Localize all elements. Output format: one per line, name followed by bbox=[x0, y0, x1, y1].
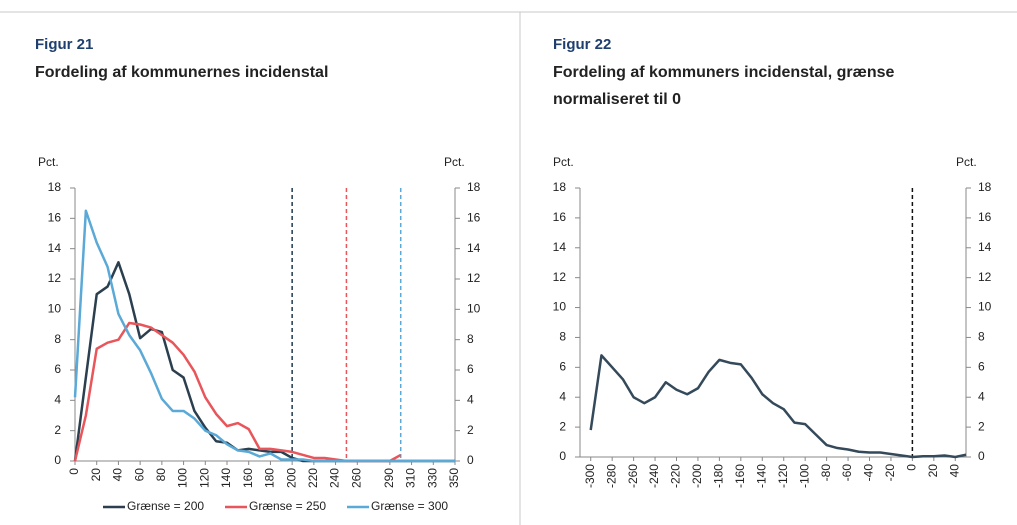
x-tick-label: 40 bbox=[947, 464, 961, 478]
y-tick-label: 10 bbox=[553, 300, 567, 314]
x-tick-label: 290 bbox=[382, 468, 396, 488]
x-tick-label: 20 bbox=[926, 464, 940, 478]
line-series bbox=[73, 321, 402, 463]
y-tick-label: 16 bbox=[48, 211, 62, 225]
y2-tick-label: 8 bbox=[467, 332, 474, 346]
line-series bbox=[73, 261, 455, 463]
legend-label: Grænse = 250 bbox=[249, 499, 326, 513]
y2-tick-label: 8 bbox=[978, 330, 985, 344]
y2-tick-label: 18 bbox=[978, 180, 992, 194]
x-tick-label: -140 bbox=[754, 464, 768, 488]
y2-tick-label: 2 bbox=[978, 419, 985, 433]
y2-axis-label: Pct. bbox=[444, 155, 465, 169]
y2-tick-label: 14 bbox=[467, 241, 481, 255]
y-tick-label: 8 bbox=[54, 332, 61, 346]
y2-tick-label: 2 bbox=[467, 423, 474, 437]
x-tick-label: -240 bbox=[647, 464, 661, 488]
y2-tick-label: 16 bbox=[978, 210, 992, 224]
chart-title: Fordeling af kommuners incidenstal, græn… bbox=[553, 64, 895, 108]
x-tick-label: 240 bbox=[328, 468, 342, 488]
y2-tick-label: 4 bbox=[978, 389, 985, 403]
x-tick-label: -100 bbox=[797, 464, 811, 488]
y-axis-label: Pct. bbox=[38, 155, 59, 169]
y-tick-label: 14 bbox=[553, 240, 567, 254]
y-tick-label: 12 bbox=[553, 270, 567, 284]
x-tick-label: 180 bbox=[263, 468, 277, 488]
figure-label: Figur 22 bbox=[553, 36, 612, 53]
line-series bbox=[589, 354, 967, 459]
x-tick-label: 40 bbox=[111, 468, 125, 482]
x-tick-label: -260 bbox=[626, 464, 640, 488]
y-tick-label: 18 bbox=[48, 180, 62, 194]
x-tick-label: 0 bbox=[67, 468, 81, 475]
legend-label: Grænse = 200 bbox=[127, 499, 204, 513]
y2-tick-label: 10 bbox=[978, 300, 992, 314]
y-tick-label: 0 bbox=[559, 449, 566, 463]
y-tick-label: 12 bbox=[48, 271, 62, 285]
x-tick-label: 220 bbox=[306, 468, 320, 488]
y2-tick-label: 18 bbox=[467, 180, 481, 194]
y-tick-label: 18 bbox=[553, 180, 567, 194]
legend-label: Grænse = 300 bbox=[371, 499, 448, 513]
x-tick-label: 140 bbox=[219, 468, 233, 488]
x-tick-label: -180 bbox=[712, 464, 726, 488]
x-tick-label: 100 bbox=[176, 468, 190, 488]
y-tick-label: 14 bbox=[48, 241, 62, 255]
x-tick-label: 0 bbox=[905, 464, 919, 471]
x-tick-label: 60 bbox=[132, 468, 146, 482]
y2-axis-label: Pct. bbox=[956, 155, 977, 169]
x-tick-label: -220 bbox=[669, 464, 683, 488]
y-tick-label: 2 bbox=[559, 419, 566, 433]
y-tick-label: 4 bbox=[54, 393, 61, 407]
y-tick-label: 6 bbox=[559, 360, 566, 374]
x-tick-label: -20 bbox=[883, 464, 897, 482]
y-axis-label: Pct. bbox=[553, 155, 574, 169]
x-tick-label: 80 bbox=[154, 468, 168, 482]
y2-tick-label: 10 bbox=[467, 302, 481, 316]
y-tick-label: 4 bbox=[559, 389, 566, 403]
chart-title: Fordeling af kommunernes incidenstal bbox=[35, 64, 329, 81]
x-tick-label: -280 bbox=[604, 464, 618, 488]
y-tick-label: 16 bbox=[553, 210, 567, 224]
y-tick-label: 8 bbox=[559, 330, 566, 344]
x-tick-label: -200 bbox=[690, 464, 704, 488]
y-tick-label: 0 bbox=[54, 453, 61, 467]
figure-label: Figur 21 bbox=[35, 36, 94, 53]
y2-tick-label: 14 bbox=[978, 240, 992, 254]
x-tick-label: 160 bbox=[241, 468, 255, 488]
y-tick-label: 10 bbox=[48, 302, 62, 316]
x-tick-label: 310 bbox=[404, 468, 418, 488]
x-tick-label: -60 bbox=[840, 464, 854, 482]
y2-tick-label: 6 bbox=[978, 360, 985, 374]
x-tick-label: -120 bbox=[776, 464, 790, 488]
y2-tick-label: 6 bbox=[467, 362, 474, 376]
y2-tick-label: 12 bbox=[978, 270, 992, 284]
y2-tick-label: 4 bbox=[467, 393, 474, 407]
x-tick-label: 350 bbox=[447, 468, 461, 488]
x-tick-label: 260 bbox=[349, 468, 363, 488]
x-tick-label: -80 bbox=[819, 464, 833, 482]
y-tick-label: 2 bbox=[54, 423, 61, 437]
line-series bbox=[73, 209, 455, 463]
y-tick-label: 6 bbox=[54, 362, 61, 376]
x-tick-label: -40 bbox=[862, 464, 876, 482]
x-tick-label: -300 bbox=[583, 464, 597, 488]
y2-tick-label: 12 bbox=[467, 271, 481, 285]
x-tick-label: 330 bbox=[425, 468, 439, 488]
x-tick-label: 200 bbox=[284, 468, 298, 488]
y2-tick-label: 16 bbox=[467, 211, 481, 225]
x-tick-label: 120 bbox=[197, 468, 211, 488]
y2-tick-label: 0 bbox=[978, 449, 985, 463]
x-tick-label: -160 bbox=[733, 464, 747, 488]
y2-tick-label: 0 bbox=[467, 453, 474, 467]
x-tick-label: 20 bbox=[89, 468, 103, 482]
